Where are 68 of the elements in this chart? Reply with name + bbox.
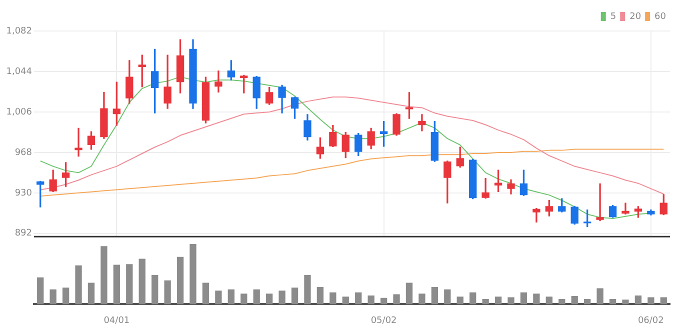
- candlestick: [74, 128, 82, 157]
- x-tick-label: 06/02: [638, 316, 664, 326]
- bar: [533, 294, 540, 304]
- bar: [508, 297, 514, 304]
- bar: [431, 287, 438, 304]
- y-tick-label: 930: [14, 188, 32, 198]
- legend-label: 5: [610, 12, 616, 22]
- bar: [278, 290, 286, 304]
- bar: [304, 274, 311, 304]
- y-tick-label: 1,006: [6, 107, 32, 118]
- bar: [596, 288, 604, 304]
- y-tick-label: 1,044: [6, 66, 32, 77]
- bar: [291, 288, 298, 304]
- y-tick-label: 968: [14, 148, 32, 158]
- bar: [380, 298, 388, 304]
- bar: [660, 297, 667, 304]
- candlestick: [532, 208, 540, 223]
- candlestick: [622, 202, 630, 215]
- candlestick: [214, 70, 222, 92]
- bar: [240, 294, 248, 304]
- bar: [126, 264, 133, 304]
- bar: [176, 256, 184, 304]
- bar: [330, 292, 336, 304]
- bar: [113, 264, 120, 304]
- bar: [138, 258, 146, 304]
- bar: [520, 292, 528, 304]
- x-tick-label: 05/02: [370, 316, 397, 326]
- bar: [355, 292, 362, 304]
- bar: [418, 294, 426, 304]
- bar: [37, 277, 44, 304]
- bar: [622, 300, 629, 304]
- bar: [62, 288, 70, 304]
- bar: [190, 244, 196, 304]
- bar: [202, 282, 210, 304]
- bar: [406, 282, 413, 304]
- bar: [494, 296, 502, 304]
- bar: [316, 287, 324, 304]
- candlestick: [418, 114, 426, 132]
- bar: [456, 296, 464, 304]
- bar: [266, 294, 273, 304]
- bar: [444, 289, 451, 304]
- bar: [50, 289, 56, 304]
- bar: [558, 299, 566, 304]
- bar: [100, 246, 108, 304]
- bar: [609, 299, 616, 304]
- bar: [546, 296, 552, 304]
- bar: [634, 295, 642, 304]
- x-tick-label: 04/01: [104, 316, 130, 326]
- candlestick: [596, 183, 604, 222]
- bar: [571, 296, 578, 304]
- bar: [648, 297, 654, 304]
- bar: [470, 292, 476, 304]
- legend-label: 60: [654, 12, 666, 22]
- bar: [228, 289, 234, 304]
- bar: [368, 295, 374, 304]
- bar: [342, 296, 349, 304]
- bar: [152, 274, 158, 304]
- bar: [393, 294, 400, 304]
- bar: [75, 265, 82, 304]
- y-tick-label: 1,082: [6, 26, 32, 36]
- bar: [253, 289, 260, 304]
- bar: [584, 299, 591, 304]
- bar: [482, 299, 489, 304]
- bar: [164, 280, 171, 304]
- bar: [88, 282, 95, 304]
- legend-label: 20: [630, 12, 642, 22]
- y-tick-label: 892: [14, 228, 32, 239]
- bar: [215, 290, 222, 304]
